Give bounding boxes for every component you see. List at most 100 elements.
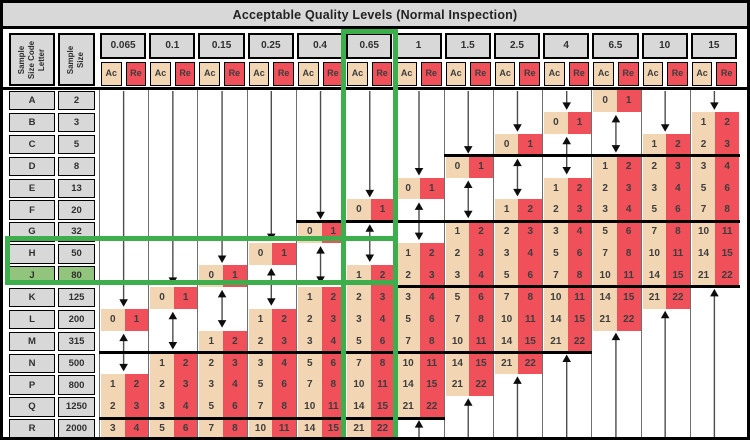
reject-value-cell: 6	[616, 221, 641, 244]
aql-column-group: 1 2 2 3 3 4 5 6 7 8 10 11 14 15 21 22	[689, 90, 739, 437]
accept-value-cell: 5	[642, 199, 667, 222]
accept-column-header: Ac	[445, 62, 467, 86]
reject-value-cell: 15	[469, 352, 493, 375]
accept-value-cell: 1	[691, 111, 716, 134]
reject-column-header: Re	[371, 62, 393, 86]
aql-level-header: 1	[395, 33, 442, 59]
accept-value-cell: 2	[101, 396, 125, 419]
reject-value-cell: 3	[124, 396, 149, 419]
accept-column-header: Ac	[297, 62, 319, 86]
aql-level-header: 6.5	[592, 33, 639, 59]
accept-value-cell: 10	[494, 308, 519, 331]
accept-value-cell: 10	[297, 396, 322, 419]
reject-value-cell: 6	[321, 352, 346, 375]
accept-value-cell: 5	[691, 177, 716, 200]
accept-value-cell: 3	[248, 352, 273, 375]
accept-value-cell: 7	[593, 243, 617, 265]
code-letter-cell: J	[9, 266, 55, 286]
accept-value-cell: 2	[642, 155, 667, 178]
reject-value-cell: 2	[370, 265, 395, 287]
aql-level-header: 1.5	[444, 33, 491, 59]
reject-value-cell: 22	[370, 418, 395, 437]
step-line	[99, 416, 445, 420]
reject-value-cell: 8	[518, 286, 543, 309]
code-letter-column-label: Sample Size Code Letter	[16, 40, 46, 79]
accept-value-cell: 14	[297, 418, 322, 437]
reject-value-cell: 2	[616, 155, 641, 178]
accept-column-header: Ac	[494, 62, 516, 86]
aql-level-header: 0.15	[198, 33, 245, 59]
sample-size-cell: 5	[58, 134, 95, 155]
reject-value-cell: 3	[666, 155, 690, 178]
accept-value-cell: 21	[445, 374, 470, 397]
accept-value-cell: 3	[445, 265, 470, 287]
accept-value-cell: 0	[544, 111, 568, 134]
reject-value-cell: 15	[715, 243, 739, 265]
accept-value-cell: 5	[199, 396, 224, 419]
accept-value-cell: 21	[544, 330, 568, 353]
accept-value-cell: 21	[396, 396, 420, 419]
reject-value-cell: 4	[321, 330, 346, 353]
aql-level-header: 10	[641, 33, 688, 59]
reject-value-cell: 6	[419, 308, 444, 331]
reject-column-header: Re	[125, 62, 147, 86]
accept-column-header: Ac	[544, 62, 565, 86]
accept-value-cell: 1	[593, 155, 617, 178]
code-letter-cell: B	[9, 112, 55, 133]
aql-column-group: 0 1 1 2 2 3 3 4 5 6 7 8 10 11 14 15 21 22	[394, 90, 444, 437]
reject-value-cell: 8	[666, 221, 690, 244]
reject-value-cell: 4	[469, 265, 493, 287]
sample-size-cell: 20	[58, 200, 95, 220]
reject-value-cell: 3	[616, 177, 641, 200]
accept-value-cell: 10	[544, 286, 568, 309]
accept-column-header: Ac	[396, 62, 417, 86]
aql-level-header: 15	[690, 33, 737, 59]
accept-value-cell: 3	[199, 374, 224, 397]
accept-value-cell: 2	[297, 308, 322, 331]
accept-column-header: Ac	[248, 62, 270, 86]
reject-column-header: Re	[519, 62, 541, 86]
accept-value-cell: 5	[544, 243, 568, 265]
reject-column-header: Re	[322, 62, 344, 86]
reject-value-cell: 2	[321, 286, 346, 309]
reject-value-cell: 22	[419, 396, 444, 419]
accept-value-cell: 7	[691, 199, 716, 222]
reject-value-cell: 6	[370, 330, 395, 353]
accept-value-cell: 3	[150, 396, 174, 419]
accept-value-cell: 0	[101, 308, 125, 331]
accept-value-cell: 10	[347, 374, 371, 397]
step-line	[99, 351, 593, 354]
code-letter-column-header: Sample Size Code Letter	[9, 33, 55, 86]
aql-column-group: 0 1 1 2 2 3 3 4 5 6 7 8 10 11 14 15 21 22	[345, 90, 395, 437]
accept-value-cell: 0	[396, 177, 420, 200]
reject-value-cell: 6	[223, 396, 247, 419]
accept-column-header: Ac	[642, 62, 664, 86]
page-title: Acceptable Quality Levels (Normal Inspec…	[3, 3, 747, 29]
reject-value-cell: 8	[419, 330, 444, 353]
accept-value-cell: 21	[593, 308, 617, 331]
reject-value-cell: 3	[419, 265, 444, 287]
accept-value-cell: 3	[347, 308, 371, 331]
accept-value-cell: 21	[691, 265, 716, 287]
accept-value-cell: 2	[593, 177, 617, 200]
reject-value-cell: 11	[419, 352, 444, 375]
reject-value-cell: 3	[715, 133, 739, 156]
accept-value-cell: 14	[494, 330, 519, 353]
sample-size-cell: 8	[58, 156, 95, 176]
reject-value-cell: 22	[715, 265, 739, 287]
code-letter-cell: N	[9, 353, 55, 373]
reject-value-cell: 22	[518, 352, 543, 375]
reject-value-cell: 1	[173, 286, 198, 309]
reject-value-cell: 4	[272, 352, 296, 375]
reject-value-cell: 6	[715, 177, 739, 200]
accept-value-cell: 2	[150, 374, 174, 397]
reject-value-cell: 22	[666, 286, 690, 309]
reject-column-header: Re	[667, 62, 688, 86]
accept-value-cell: 1	[642, 133, 667, 156]
sample-size-cell: 500	[58, 353, 95, 373]
accept-value-cell: 3	[396, 286, 420, 309]
accept-value-cell: 2	[494, 221, 519, 244]
accept-value-cell: 21	[347, 418, 371, 437]
